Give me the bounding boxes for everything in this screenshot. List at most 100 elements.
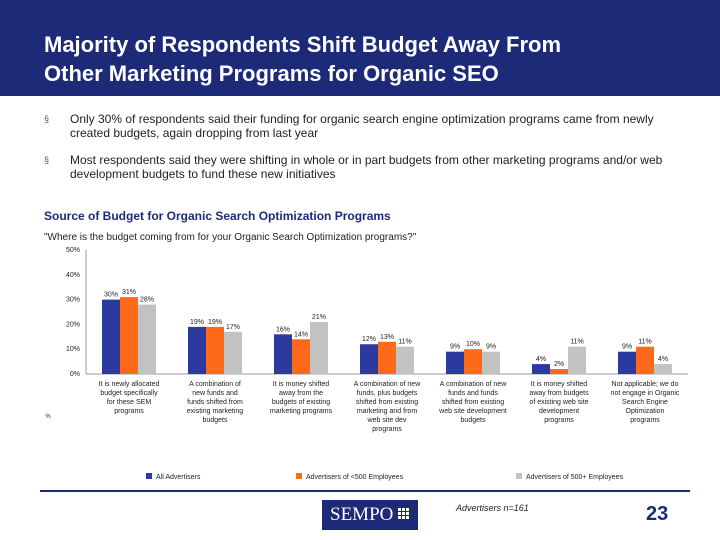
x-tick-label: programs xyxy=(372,426,402,433)
x-tick-label: budgets xyxy=(461,417,486,424)
bar xyxy=(396,346,414,374)
bullet-item: § Most respondents said they were shifti… xyxy=(44,153,674,181)
bar xyxy=(654,364,672,374)
bar xyxy=(550,369,568,374)
bar xyxy=(482,351,500,374)
bar xyxy=(102,299,120,374)
x-tick-label: budgets xyxy=(203,417,228,424)
bar xyxy=(532,364,550,374)
x-tick-label: development xyxy=(539,408,579,415)
chart-title: Source of Budget for Organic Search Opti… xyxy=(44,209,391,223)
data-label: 21% xyxy=(312,314,326,321)
x-tick-label: not engage in Organic xyxy=(611,390,680,397)
data-label: 31% xyxy=(122,289,136,296)
x-tick-label: A combination of xyxy=(189,381,241,388)
legend-swatch xyxy=(296,473,302,479)
x-tick-label: Not applicable; we do xyxy=(612,381,679,388)
slide-header: Majority of Respondents Shift Budget Awa… xyxy=(0,0,720,96)
bar xyxy=(206,326,224,374)
bullet-marker: § xyxy=(44,114,50,124)
x-tick-label: funds shifted from xyxy=(187,399,243,406)
bar xyxy=(274,334,292,374)
data-label: 11% xyxy=(570,339,584,346)
data-label: 19% xyxy=(208,319,222,326)
logo-dots-icon xyxy=(398,508,412,522)
data-label: 30% xyxy=(104,292,118,299)
y-tick-label: 30% xyxy=(66,297,80,304)
data-label: 17% xyxy=(226,324,240,331)
y-tick-label: 10% xyxy=(66,346,80,353)
x-tick-label: shifted from existing xyxy=(442,399,504,406)
data-label: 10% xyxy=(466,341,480,348)
x-tick-label: web site dev xyxy=(367,417,407,424)
data-label: 2% xyxy=(554,361,564,368)
survey-question: "Where is the budget coming from for you… xyxy=(44,232,417,243)
x-tick-label: Search Engine xyxy=(622,399,668,406)
data-label: 4% xyxy=(536,356,546,363)
x-tick-label: programs xyxy=(544,417,574,424)
slide-title-line-1: Majority of Respondents Shift Budget Awa… xyxy=(44,32,562,57)
y-tick-label: 0% xyxy=(70,371,80,378)
x-tick-label: funds and funds xyxy=(448,390,498,397)
x-tick-label: programs xyxy=(630,417,660,424)
y-tick-label: 40% xyxy=(66,272,80,279)
legend-swatch xyxy=(146,473,152,479)
x-tick-label: funds, plus budgets xyxy=(357,390,418,397)
x-tick-label: marketing and from xyxy=(357,408,417,415)
x-tick-label: for these SEM xyxy=(107,399,152,406)
legend-label: All Advertisers xyxy=(156,474,201,481)
bullet-list: § Only 30% of respondents said their fun… xyxy=(44,112,674,194)
bullet-marker: § xyxy=(44,155,50,165)
data-label: 13% xyxy=(380,334,394,341)
legend-label: Advertisers of <500 Employees xyxy=(306,474,404,481)
bar xyxy=(188,326,206,374)
bar xyxy=(138,304,156,374)
page-number: 23 xyxy=(646,503,669,525)
x-tick-label: Optimization xyxy=(626,408,665,415)
x-tick-label: existing marketing xyxy=(187,408,244,415)
bar xyxy=(568,346,586,374)
bar xyxy=(360,344,378,374)
x-tick-label: It is money shifted xyxy=(531,381,588,388)
x-tick-label: new funds and xyxy=(192,390,238,397)
data-label: 9% xyxy=(450,344,460,351)
bullet-text: Only 30% of respondents said their fundi… xyxy=(70,112,654,140)
x-tick-label: A combination of new xyxy=(440,381,507,388)
data-label: 16% xyxy=(276,326,290,333)
x-tick-label: It is money shifted xyxy=(273,381,330,388)
bar xyxy=(636,346,654,374)
bar xyxy=(618,351,636,374)
slide-title-line-2: Other Marketing Programs for Organic SEO xyxy=(44,61,499,86)
data-label: 12% xyxy=(362,336,376,343)
slide-title: Majority of Respondents Shift Budget Awa… xyxy=(44,30,704,88)
bar xyxy=(464,349,482,374)
stray-axis-label: % xyxy=(45,414,51,420)
data-label: 4% xyxy=(658,356,668,363)
x-tick-label: budgets of existing xyxy=(272,399,330,406)
data-label: 19% xyxy=(190,319,204,326)
x-tick-label: away from the xyxy=(279,390,323,397)
x-tick-label: of existing web site xyxy=(529,399,588,406)
x-tick-label: budget specifically xyxy=(100,390,158,397)
x-tick-label: marketing programs xyxy=(270,408,333,415)
data-label: 9% xyxy=(622,344,632,351)
sempo-logo: SEMPO xyxy=(322,500,418,530)
bullet-item: § Only 30% of respondents said their fun… xyxy=(44,112,674,140)
x-tick-label: shifted from existing xyxy=(356,399,418,406)
bar xyxy=(120,297,138,374)
x-tick-label: It is newly allocated xyxy=(99,381,160,388)
x-tick-label: away from budgets xyxy=(529,390,589,397)
budget-source-chart: 0% 10% 20% 30% 40% 50%% 30% 31% 28% It is newly a… xyxy=(45,247,688,481)
data-label: 11% xyxy=(638,339,652,346)
bar xyxy=(224,331,242,374)
logo-text: SEMPO xyxy=(330,504,394,525)
data-label: 28% xyxy=(140,297,154,304)
legend-label: Advertisers of 500+ Employees xyxy=(526,474,624,481)
footer-divider xyxy=(40,490,690,492)
bar xyxy=(310,321,328,374)
data-label: 9% xyxy=(486,344,496,351)
y-tick-label: 20% xyxy=(66,321,80,328)
x-tick-label: web site development xyxy=(438,408,507,415)
sample-size-note: Advertisers n=161 xyxy=(456,503,529,513)
x-tick-label: programs xyxy=(114,408,144,415)
